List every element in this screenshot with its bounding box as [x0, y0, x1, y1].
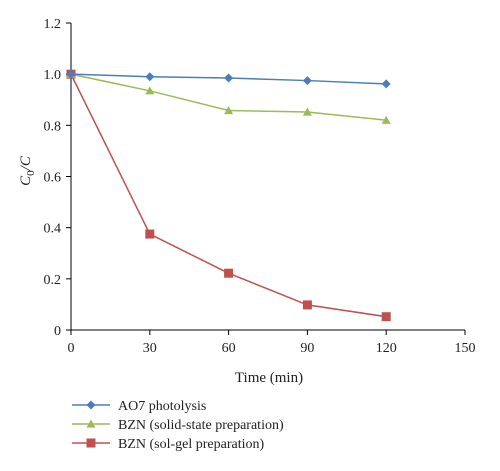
data-point-series-1: [302, 76, 312, 86]
y-tick-label: 0.8: [44, 119, 62, 134]
x-tick-label: 120: [376, 341, 397, 356]
data-point-series-3: [381, 312, 391, 322]
legend-marker-1: [86, 400, 96, 410]
y-tick-label: 0.4: [44, 222, 62, 237]
y-axis-title-subscript: 0: [25, 170, 37, 176]
y-tick-label: 1.0: [44, 68, 62, 83]
legend-label-3: BZN (sol-gel preparation): [118, 437, 265, 452]
data-point-series-3: [302, 300, 312, 310]
y-axis-title: C0/C: [18, 155, 37, 186]
legend-label-2: BZN (solid-state preparation): [118, 418, 284, 433]
tick-labels: 0 30 60 90 120 150 0 0.2 0.4 0.6 0.8 1.0 1.2: [44, 17, 476, 356]
data-point-series-1: [224, 73, 234, 83]
series-markers: [66, 69, 391, 322]
x-tick-label: 150: [455, 341, 476, 356]
data-point-series-1: [145, 72, 155, 82]
legend-marker-3: [86, 438, 96, 448]
data-point-series-2: [302, 107, 312, 116]
x-tick-label: 30: [143, 341, 157, 356]
axes: [70, 23, 465, 331]
data-point-series-2: [145, 86, 155, 95]
y-tick-label: 0.2: [44, 273, 62, 288]
x-tick-label: 90: [300, 341, 314, 356]
legend-marker-2: [86, 419, 96, 428]
y-tick-label: 1.2: [44, 17, 62, 32]
y-axis-title-main: C: [18, 175, 34, 186]
data-point-series-3: [145, 229, 155, 239]
y-tick-label: 0: [54, 324, 61, 339]
x-axis-title: Time (min): [235, 370, 303, 386]
data-point-series-1: [381, 79, 391, 89]
data-point-series-1: [66, 69, 76, 79]
data-point-series-2: [381, 115, 391, 124]
x-tick-label: 60: [222, 341, 236, 356]
legend-label-1: AO7 photolysis: [118, 399, 206, 414]
y-tick-label: 0.6: [44, 171, 62, 186]
legend: AO7 photolysis BZN (solid-state preparati…: [72, 399, 284, 452]
y-axis-title-tail: /C: [18, 155, 34, 171]
x-tick-label: 0: [68, 341, 75, 356]
data-point-series-2: [224, 105, 234, 115]
data-point-series-3: [224, 268, 234, 278]
